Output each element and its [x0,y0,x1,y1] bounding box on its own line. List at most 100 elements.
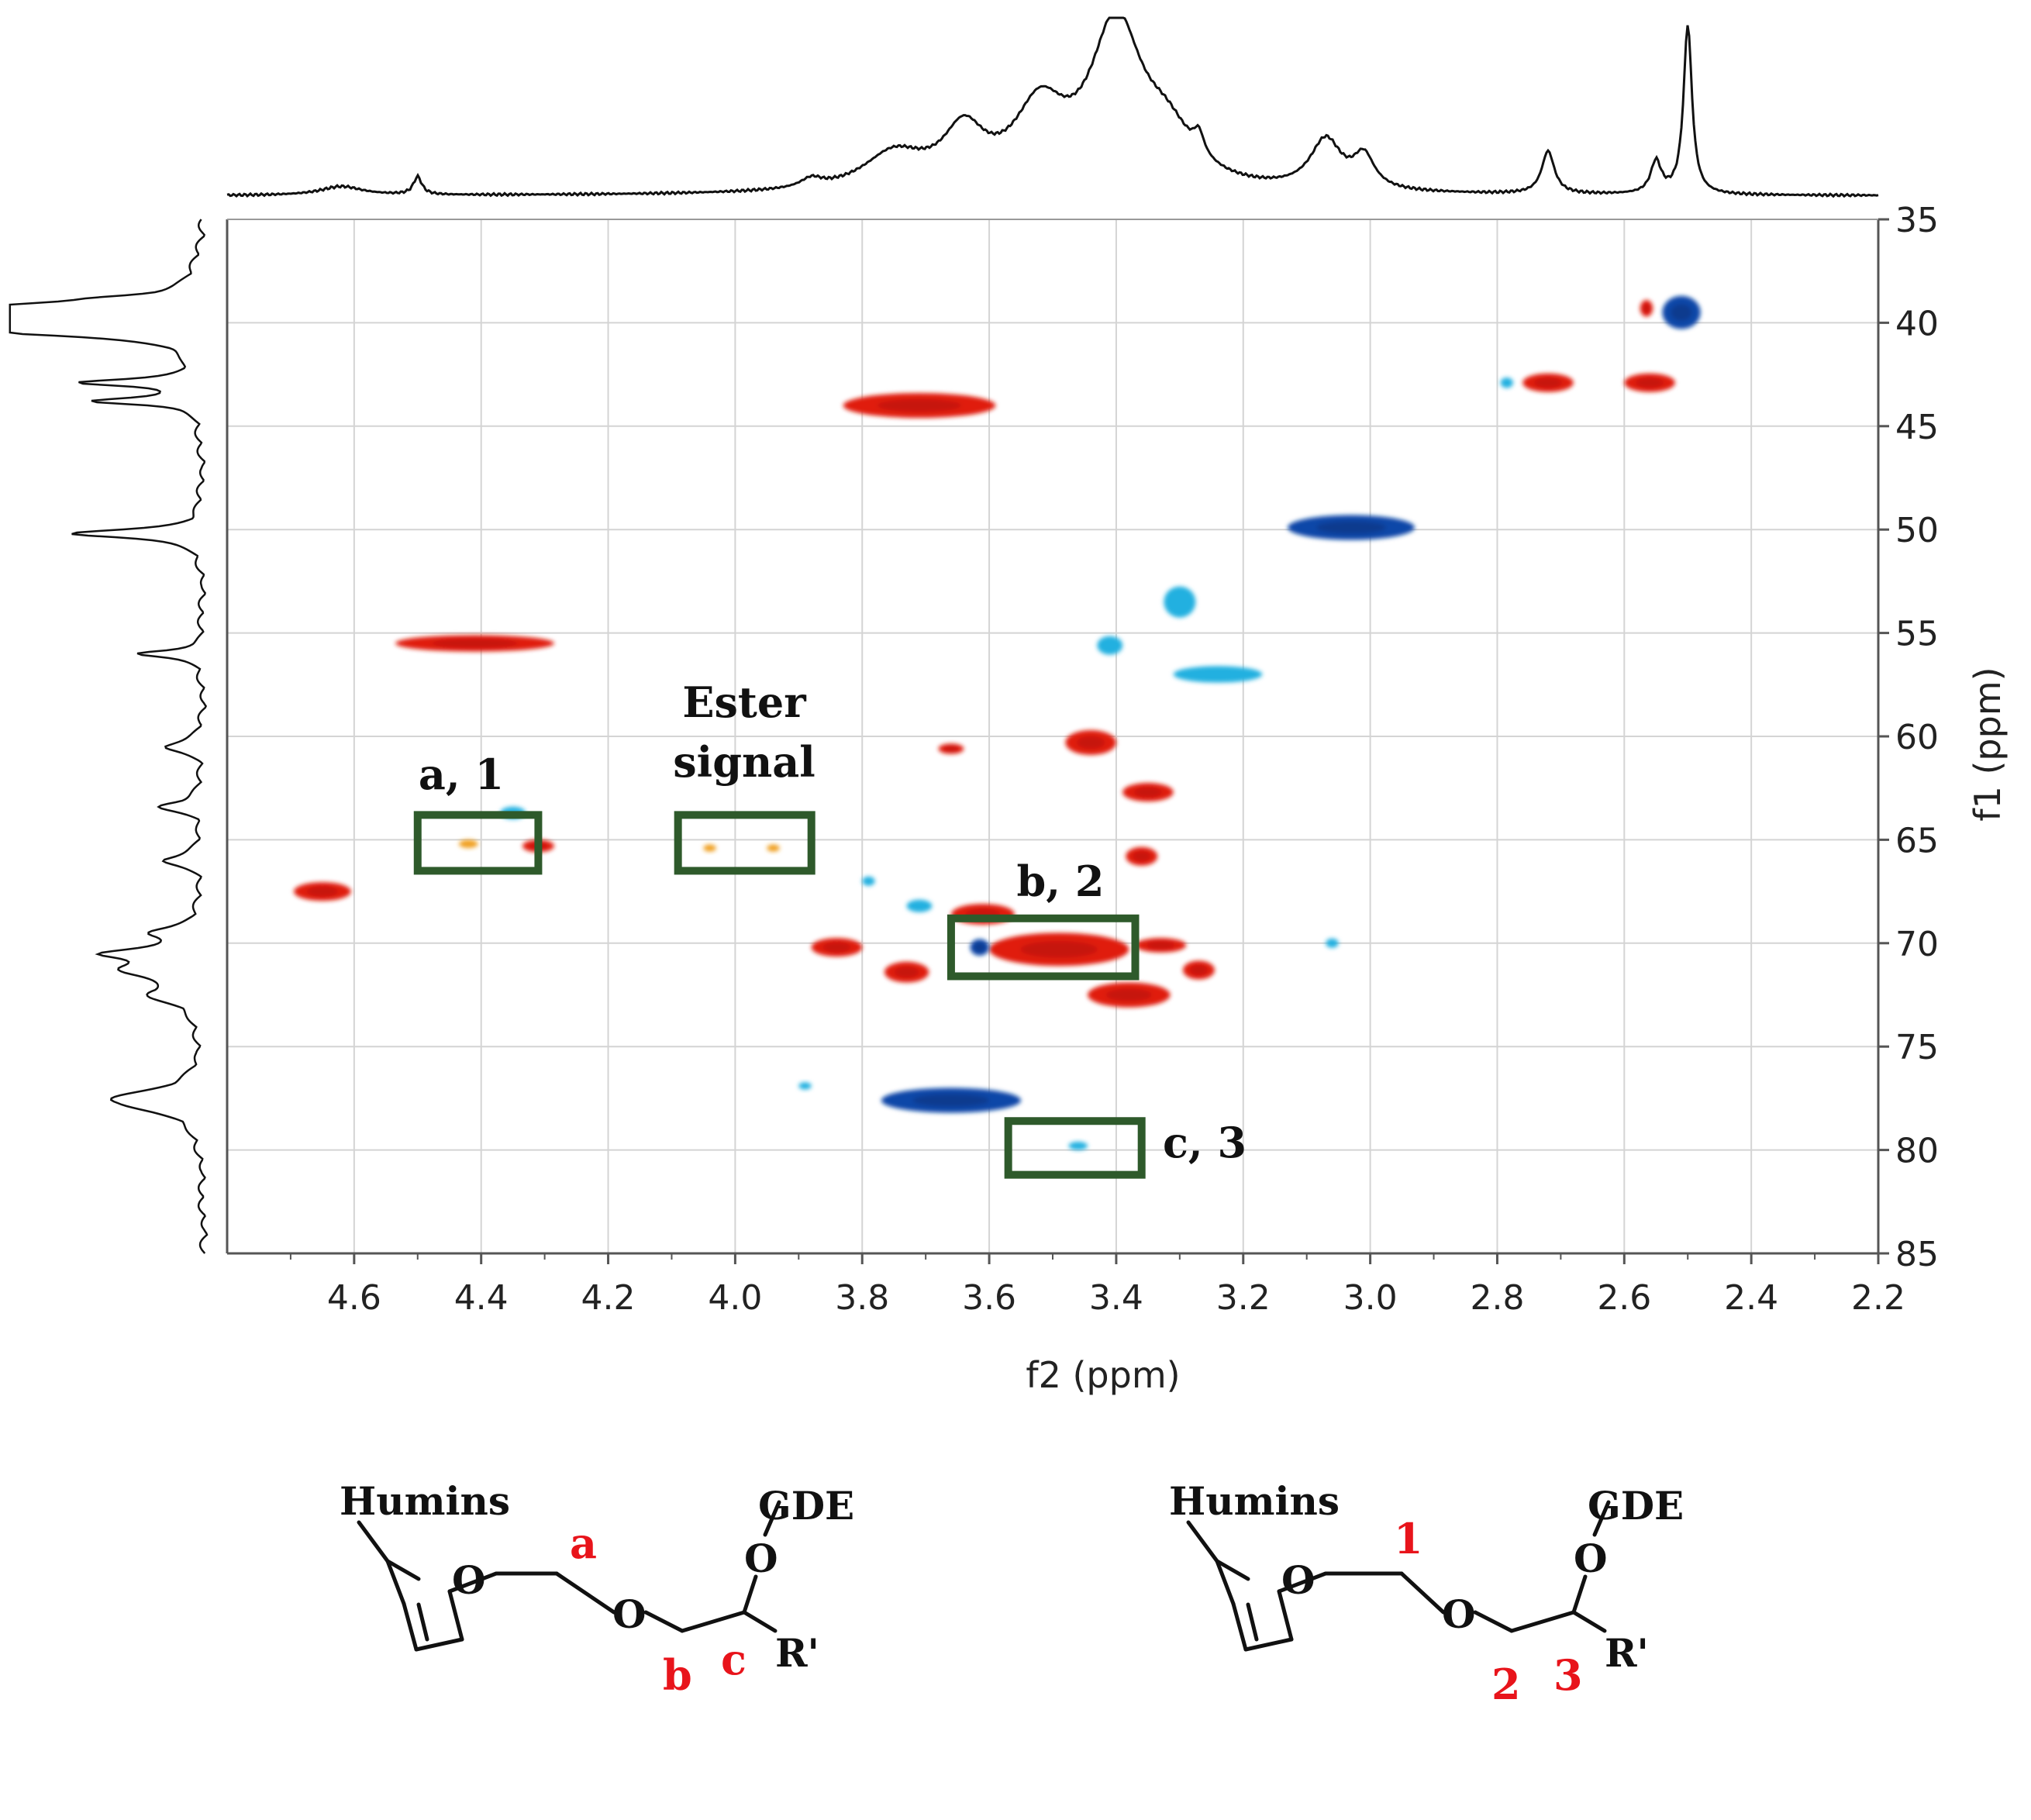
cross-peak-core [1133,851,1150,861]
cross-peak-body [906,899,933,912]
cross-peak-27 [970,939,990,956]
x-tick-label-6: 3.4 [1089,1278,1143,1318]
cross-peak-core [877,399,962,412]
gde-label-2: GDE [1588,1483,1684,1529]
ether-oxygen-2: O [1442,1591,1476,1637]
box-label-a1: a, 1 [419,750,504,799]
x-tick-label-12: 2.2 [1851,1278,1905,1318]
cross-peak-10 [395,635,554,652]
cross-peak-body [1326,938,1339,948]
cross-peak-0 [1662,295,1701,329]
cross-peak-14 [703,844,716,852]
cross-peak-15 [767,844,780,852]
highlight-box-1 [674,811,816,875]
humins-label-2: Humins [1169,1478,1340,1524]
y-tick-label-7: 70 [1895,925,1939,964]
top-oxygen-1: O [744,1536,778,1581]
cross-peak-core [1190,965,1208,975]
x-tick-label-4: 3.8 [835,1278,889,1318]
cross-peak-24 [811,938,863,957]
y-axis-title: f1 (ppm) [1967,667,2009,821]
position-label-3: 3 [1553,1650,1583,1700]
cross-peak-body [862,876,875,886]
y-tick-label-5: 60 [1895,718,1939,757]
top-oxygen-2: O [1574,1536,1608,1581]
cross-peak-core [912,1094,990,1107]
cross-peak-body [703,844,716,852]
cross-peak-core [1077,736,1105,750]
cross-peak-core [943,746,958,752]
cross-peak-core [822,943,851,953]
x-tick-label-7: 3.2 [1216,1278,1271,1318]
y-tick-label-6: 65 [1895,821,1939,860]
cross-peak-2 [1500,377,1513,388]
axes: 4.6 4.4 4.2 4.0 3.8 3.6 3.4 3.2 3.0 2.8 2.6 2.4 2.2 3… [226,201,1939,1318]
cross-peak-29 [1182,960,1215,980]
cross-peak-core [894,967,919,977]
cross-peak-33 [881,1088,1022,1113]
x-tick-label-8: 3.0 [1343,1278,1398,1318]
cross-peak-31 [1326,938,1339,948]
cross-peak-22 [906,899,933,912]
cross-peak-6 [1288,515,1415,540]
box-label-c3: c, 3 [1163,1118,1247,1167]
y-tick-label-9: 80 [1895,1132,1939,1171]
position-label-b: b [663,1650,692,1700]
cross-peak-21 [862,876,875,886]
y-tick-label-10: 85 [1895,1235,1939,1274]
cross-peak-19 [1122,783,1174,802]
cross-peak-1 [1640,300,1653,317]
x-tick-label-0: 4.6 [327,1278,381,1318]
r-prime-label-1: R' [775,1630,819,1676]
cross-peak-core [1147,941,1175,950]
cross-peak-core [1643,304,1650,313]
cross-peak-8 [1097,636,1123,655]
position-label-a: a [570,1518,597,1568]
cross-peak-26 [989,932,1129,967]
f2-projection-spectrum [226,16,1879,198]
y-tick-label-4: 55 [1895,615,1939,654]
y-tick-label-1: 40 [1895,304,1939,343]
cross-peak-body [459,839,478,849]
position-label-2: 2 [1491,1660,1521,1709]
x-tick-label-9: 2.8 [1470,1278,1524,1318]
y-tick-label-8: 75 [1895,1028,1939,1067]
cross-peak-body [1068,1141,1088,1150]
highlight-box-2 [947,914,1140,981]
y-tick-label-0: 35 [1895,201,1939,240]
cross-peak-12 [459,839,478,849]
cross-peak-body [1164,586,1196,618]
cross-peak-18 [1065,729,1116,756]
cross-peak-25 [884,961,929,983]
grid-lines [227,219,1879,1254]
cross-peak-body [767,844,780,852]
cross-peak-core [1133,788,1162,798]
box-label-ester-line2: signal [673,737,815,787]
cross-peak-body [1500,377,1513,388]
x-tick-label-11: 2.4 [1724,1278,1778,1318]
x-axis-title: f2 (ppm) [1026,1354,1180,1396]
plot-area: 4.6 4.4 4.2 4.0 3.8 3.6 3.4 3.2 3.0 2.8 2.6 2.4 2.2 3… [226,201,1939,1318]
cross-peak-core [1671,304,1692,321]
y-tick-label-2: 45 [1895,408,1939,447]
cross-peak-core [431,639,519,648]
cross-peak-core [1020,941,1098,958]
x-tick-label-10: 2.6 [1597,1278,1651,1318]
x-tick-label-1: 4.4 [454,1278,509,1318]
box-label-b2: b, 2 [1017,857,1105,906]
cross-peak-core [306,887,339,897]
x-tick-label-5: 3.6 [962,1278,1016,1318]
x-tick-label-2: 4.2 [581,1278,636,1318]
ring-oxygen-2: O [1281,1557,1315,1603]
cross-peak-30 [1088,982,1171,1008]
highlight-box-3 [1004,1117,1146,1179]
highlight-box-0 [413,811,543,875]
cross-peak-core [1106,988,1152,1001]
cross-peak-16 [294,882,351,901]
cross-peak-core [974,943,985,952]
gde-label-1: GDE [758,1483,854,1529]
cross-peak-3 [1522,373,1574,392]
cross-peak-20 [1126,846,1158,866]
r-prime-label-2: R' [1605,1630,1649,1676]
cross-peak-core [1533,377,1563,388]
